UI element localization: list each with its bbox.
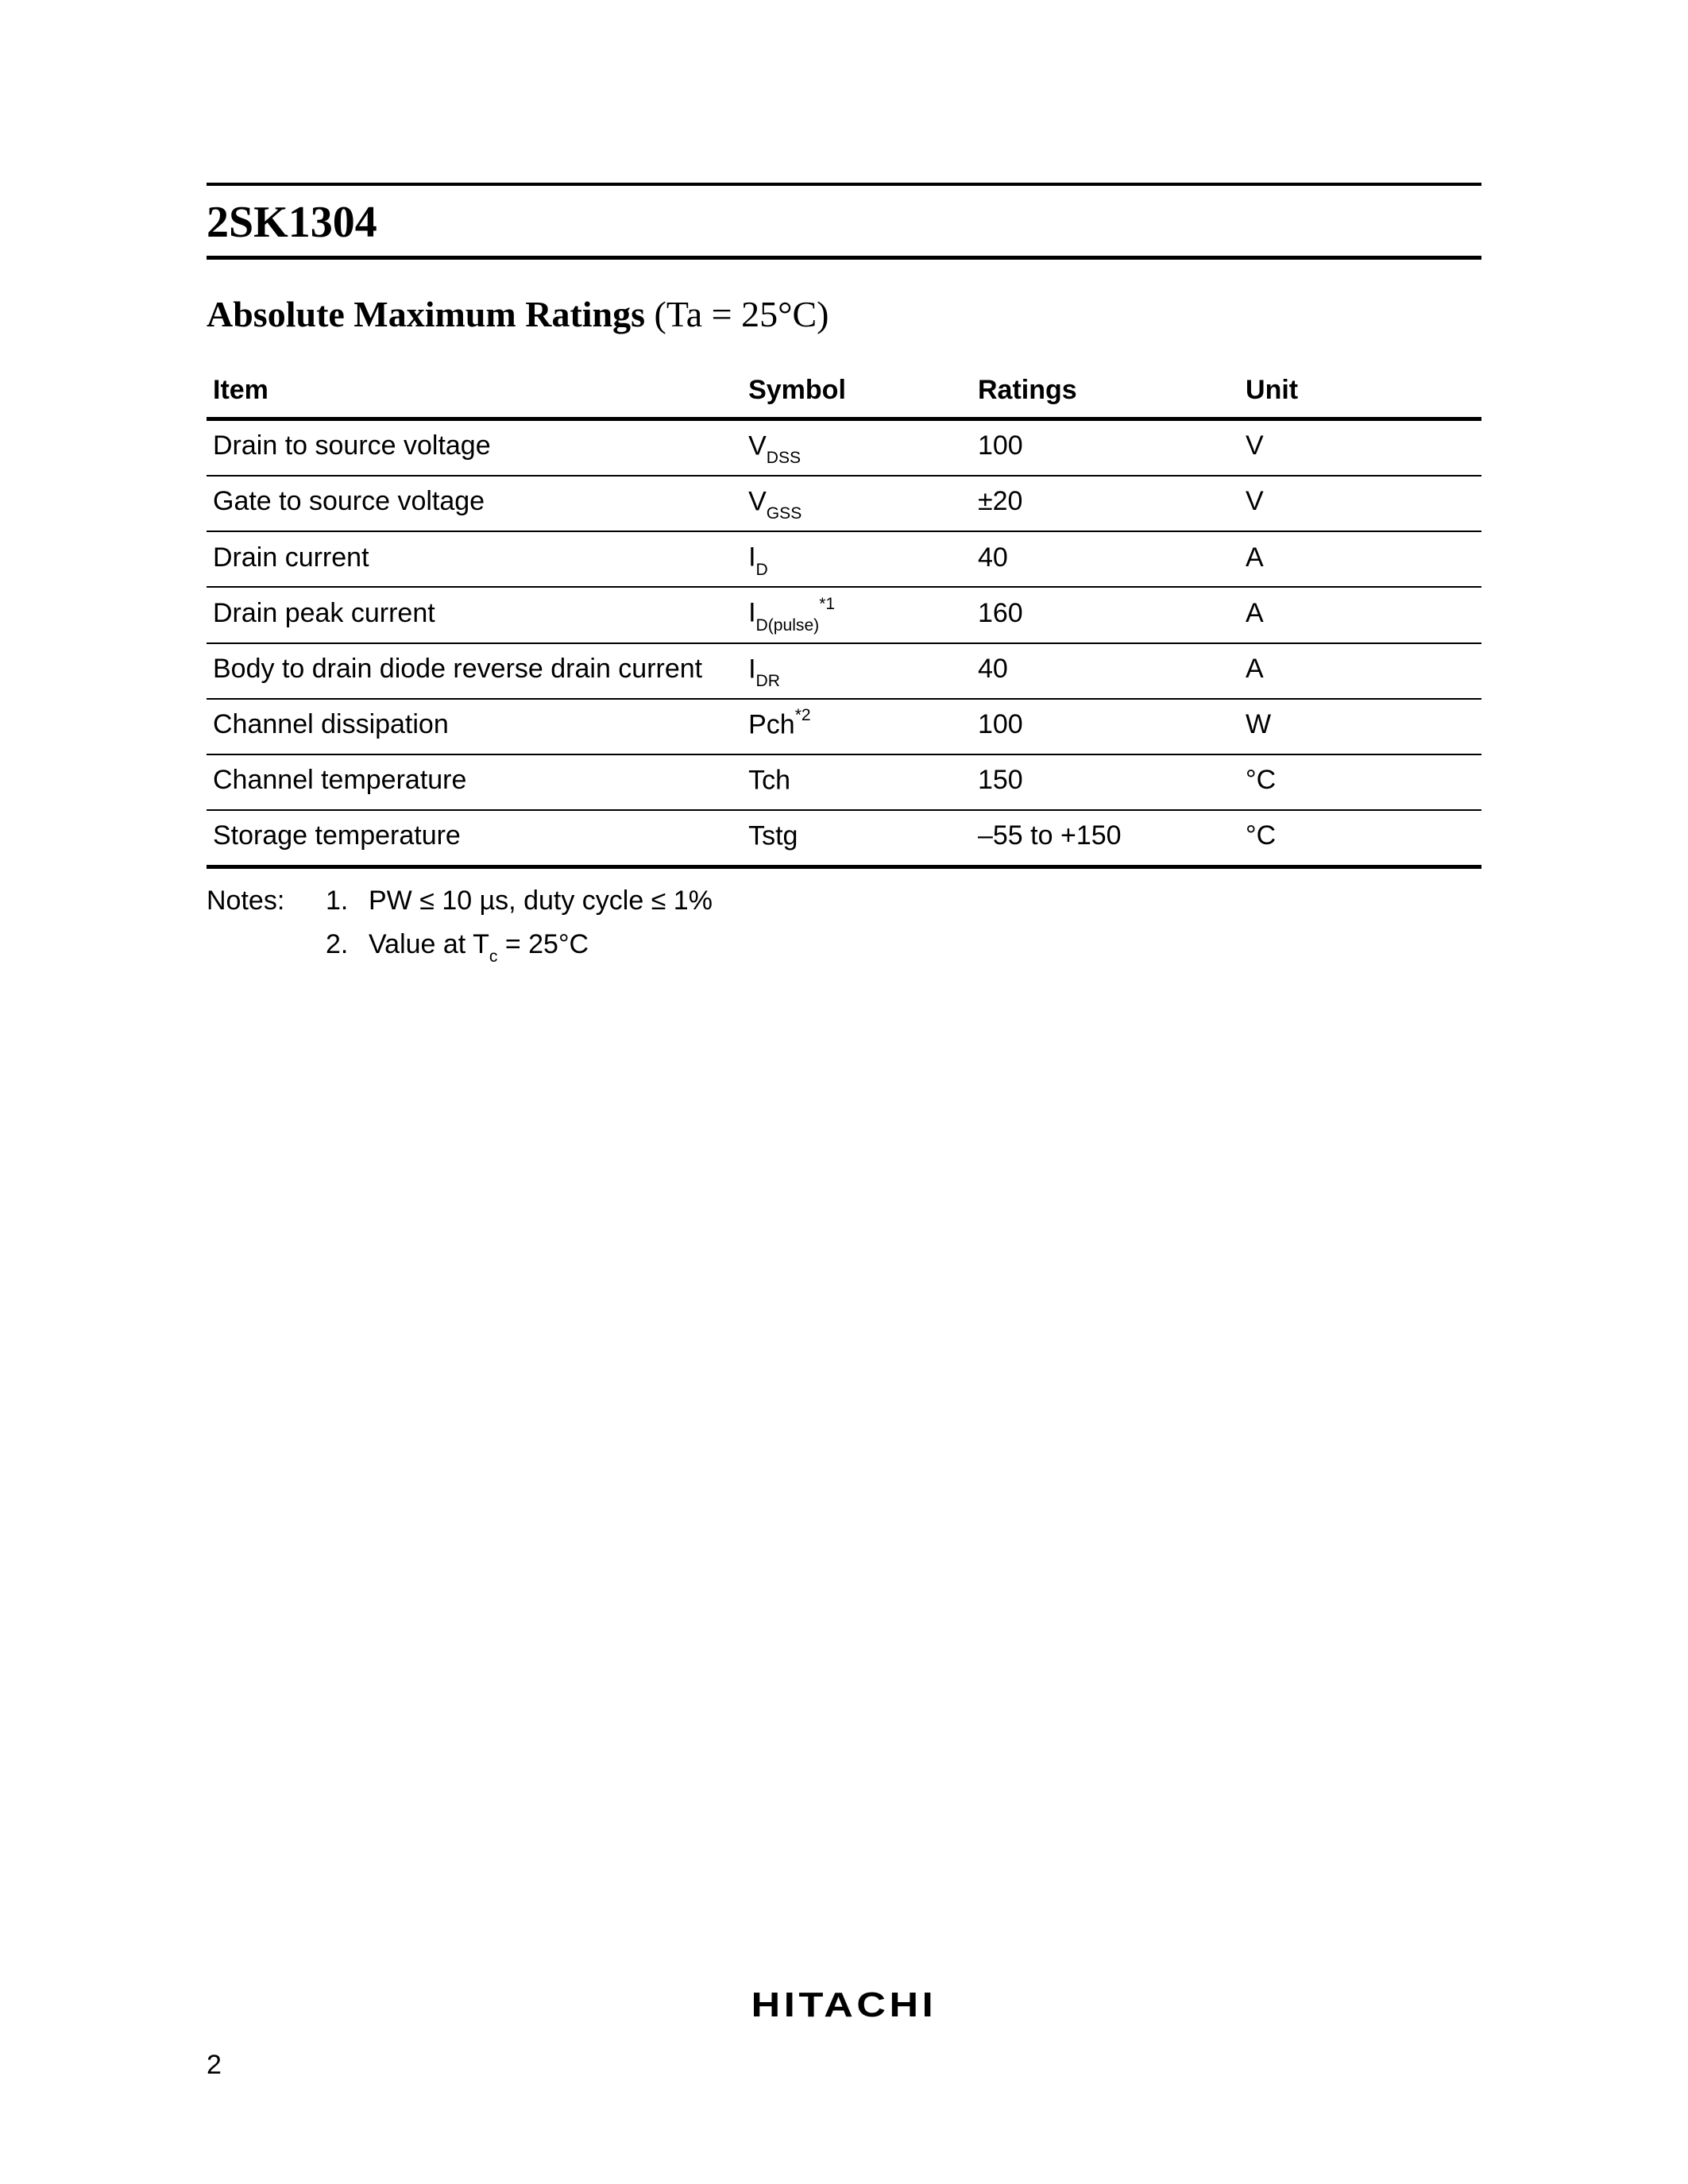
note-number: 2. <box>326 924 369 967</box>
cell-ratings: 100 <box>971 419 1239 477</box>
ratings-table: Item Symbol Ratings Unit Drain to source… <box>207 365 1481 869</box>
note-number: 1. <box>326 880 369 924</box>
table-row: Storage temperature Tstg –55 to +150 °C <box>207 810 1481 867</box>
cell-unit: V <box>1239 476 1481 531</box>
cell-symbol: IDR <box>742 643 971 699</box>
cell-item: Gate to source voltage <box>207 476 742 531</box>
cell-item: Channel dissipation <box>207 699 742 754</box>
table-row: Channel dissipation Pch*2 100 W <box>207 699 1481 754</box>
table-row: Drain to source voltage VDSS 100 V <box>207 419 1481 477</box>
notes-label-spacer <box>207 924 326 967</box>
ratings-table-body: Drain to source voltage VDSS 100 V Gate … <box>207 419 1481 867</box>
notes-block: Notes: 1. PW ≤ 10 µs, duty cycle ≤ 1% 2.… <box>207 880 1481 968</box>
col-header-ratings: Ratings <box>971 365 1239 419</box>
cell-ratings: 150 <box>971 754 1239 810</box>
cell-ratings: 160 <box>971 587 1239 642</box>
col-header-symbol: Symbol <box>742 365 971 419</box>
cell-unit: A <box>1239 643 1481 699</box>
cell-ratings: –55 to +150 <box>971 810 1239 867</box>
cell-symbol: ID(pulse)*1 <box>742 587 971 642</box>
part-number: 2SK1304 <box>207 191 1481 256</box>
datasheet-page: 2SK1304 Absolute Maximum Ratings (Ta = 2… <box>0 0 1688 968</box>
note-text: Value at Tc = 25°C <box>369 924 589 967</box>
cell-item: Drain to source voltage <box>207 419 742 477</box>
table-row: Channel temperature Tch 150 °C <box>207 754 1481 810</box>
cell-item: Drain current <box>207 531 742 587</box>
cell-ratings: 100 <box>971 699 1239 754</box>
cell-unit: A <box>1239 587 1481 642</box>
cell-unit: V <box>1239 419 1481 477</box>
cell-item: Body to drain diode reverse drain curren… <box>207 643 742 699</box>
cell-symbol: Tch <box>742 754 971 810</box>
cell-ratings: 40 <box>971 531 1239 587</box>
cell-symbol: Pch*2 <box>742 699 971 754</box>
cell-item: Drain peak current <box>207 587 742 642</box>
section-title: Absolute Maximum Ratings (Ta = 25°C) <box>207 293 1481 335</box>
section-title-condition: (Ta = 25°C) <box>645 294 829 334</box>
cell-symbol: ID <box>742 531 971 587</box>
cell-unit: W <box>1239 699 1481 754</box>
note-text: PW ≤ 10 µs, duty cycle ≤ 1% <box>369 880 713 924</box>
cell-unit: A <box>1239 531 1481 587</box>
cell-unit: °C <box>1239 754 1481 810</box>
cell-unit: °C <box>1239 810 1481 867</box>
cell-item: Storage temperature <box>207 810 742 867</box>
header-rule-top <box>207 183 1481 186</box>
col-header-unit: Unit <box>1239 365 1481 419</box>
table-header-row: Item Symbol Ratings Unit <box>207 365 1481 419</box>
cell-ratings: ±20 <box>971 476 1239 531</box>
page-number: 2 <box>207 2050 222 2081</box>
cell-symbol: VGSS <box>742 476 971 531</box>
section-title-main: Absolute Maximum Ratings <box>207 294 645 334</box>
cell-ratings: 40 <box>971 643 1239 699</box>
table-row: Drain peak current ID(pulse)*1 160 A <box>207 587 1481 642</box>
table-row: Body to drain diode reverse drain curren… <box>207 643 1481 699</box>
notes-label: Notes: <box>207 880 326 924</box>
header-rule-bottom <box>207 256 1481 260</box>
table-row: Gate to source voltage VGSS ±20 V <box>207 476 1481 531</box>
cell-symbol: VDSS <box>742 419 971 477</box>
cell-symbol: Tstg <box>742 810 971 867</box>
note-row: Notes: 1. PW ≤ 10 µs, duty cycle ≤ 1% <box>207 880 1481 924</box>
cell-item: Channel temperature <box>207 754 742 810</box>
col-header-item: Item <box>207 365 742 419</box>
table-row: Drain current ID 40 A <box>207 531 1481 587</box>
note-row: 2. Value at Tc = 25°C <box>207 924 1481 967</box>
footer-brand: HITACHI <box>0 1985 1688 2025</box>
